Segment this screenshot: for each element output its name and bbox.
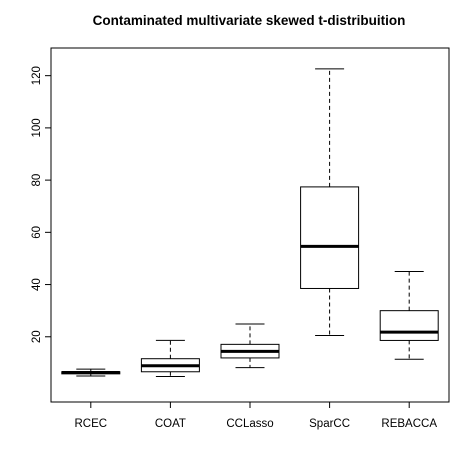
- x-axis: RCEC COAT CCLasso SparCC REBACCA: [75, 402, 437, 430]
- x-tick-label: SparCC: [309, 418, 350, 430]
- x-tick-label: REBACCA: [381, 418, 437, 430]
- x-tick-label: CCLasso: [226, 418, 273, 430]
- y-tick-label: 20: [31, 330, 43, 343]
- y-tick-label: 100: [31, 118, 43, 137]
- y-tick-label: 60: [31, 226, 43, 239]
- y-tick-label: 80: [31, 174, 43, 187]
- box-series: [61, 68, 439, 377]
- iqr-box: [300, 186, 360, 289]
- chart-title: Contaminated multivariate skewed t-distr…: [93, 13, 406, 28]
- box-sparcc: [300, 68, 360, 336]
- box-cclasso: [220, 323, 280, 369]
- box-coat: [140, 339, 200, 377]
- y-tick-label: 40: [31, 278, 43, 291]
- y-axis: 20 40 60 80 100 120: [31, 66, 51, 343]
- x-tick-label: RCEC: [75, 418, 108, 430]
- iqr-box: [379, 310, 439, 341]
- y-tick-label: 120: [31, 66, 43, 85]
- x-tick-label: COAT: [155, 418, 186, 430]
- box-rebacca: [379, 271, 439, 360]
- box-rcec: [61, 368, 121, 377]
